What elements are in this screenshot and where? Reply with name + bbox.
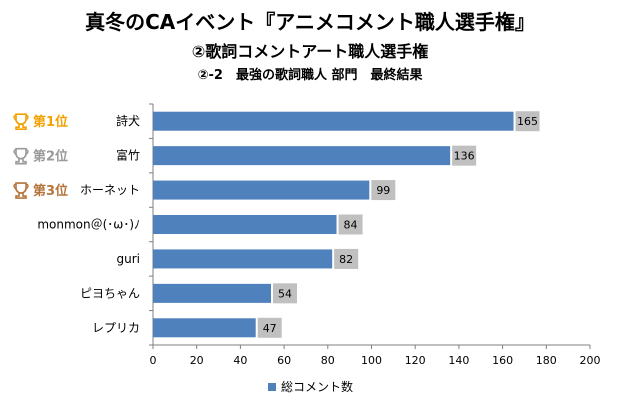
data-label: 165 (517, 115, 538, 128)
trophy-handles-icon (13, 148, 29, 156)
trophy-handles-icon (13, 183, 29, 190)
chart-title: 真冬のCAイベント『アニメコメント職人選手権』 (85, 10, 535, 34)
data-label: 136 (454, 150, 475, 163)
chart-subtitle: ②歌詞コメントアート職人選手権 (191, 42, 429, 61)
rank-label: 第1位 (33, 114, 68, 130)
data-label: 84 (344, 219, 358, 232)
x-tick-label: 120 (405, 354, 426, 367)
bar (153, 180, 370, 200)
data-label: 82 (339, 253, 353, 266)
bar (153, 111, 514, 131)
x-tick-label: 200 (580, 354, 601, 367)
trophy-icon (15, 182, 27, 199)
x-tick-label: 100 (361, 354, 382, 367)
x-tick-label: 80 (321, 354, 335, 367)
data-label: 47 (263, 322, 277, 335)
chart-section-title: ②-2 最強の歌詞職人 部門 最終結果 (197, 68, 423, 83)
data-label-box (452, 145, 477, 166)
legend-swatch (268, 383, 276, 391)
x-tick-label: 140 (448, 354, 469, 367)
category-label: 詩犬 (116, 114, 140, 128)
data-label-box (257, 317, 282, 338)
category-label: 富竹 (116, 148, 140, 163)
data-label-box (371, 180, 396, 201)
trophy-icon (15, 147, 27, 165)
bar (153, 249, 333, 269)
bar (153, 146, 451, 166)
data-label-box (334, 248, 359, 269)
bar (153, 318, 256, 338)
data-label-box (338, 214, 363, 235)
rank-label: 第3位 (33, 183, 68, 199)
trophy-icon (15, 113, 27, 131)
trophy-handles-icon (13, 114, 29, 121)
bar (153, 215, 337, 234)
x-tick-label: 60 (277, 354, 291, 367)
x-tick-label: 160 (492, 354, 513, 367)
category-label: レプリカ (92, 321, 140, 335)
category-label: monmon＠(･ω･)ﾉ (37, 218, 140, 232)
data-label-box (515, 111, 540, 132)
bar (153, 283, 271, 303)
data-label: 99 (376, 184, 390, 197)
category-label: ホーネット (80, 183, 140, 197)
x-tick-label: 40 (233, 354, 247, 367)
legend-label: 総コメント数 (281, 379, 353, 394)
x-tick-label: 180 (536, 354, 557, 367)
data-label: 54 (278, 287, 292, 300)
rank-label: 第2位 (33, 149, 68, 165)
x-tick-label: 20 (190, 354, 204, 367)
category-label: ピヨちゃん (80, 286, 140, 300)
category-label: guri (117, 252, 141, 266)
data-label-box (272, 283, 297, 304)
x-tick-label: 0 (150, 354, 157, 367)
